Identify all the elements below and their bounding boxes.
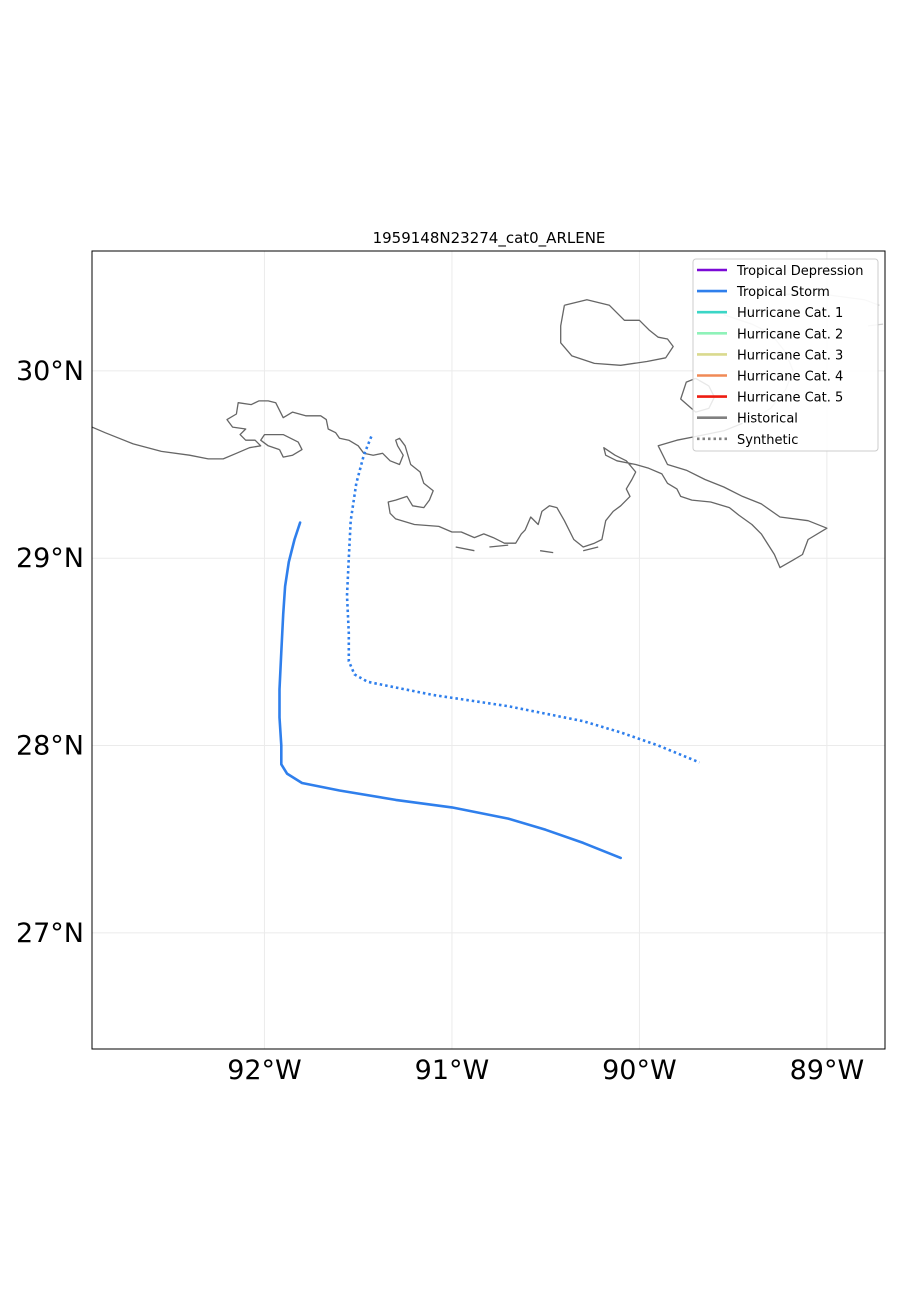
map-frame [91,250,886,1050]
legend-item-4: Hurricane Cat. 3 [697,348,843,363]
lon-tick-label-2: 90°W [602,1055,677,1086]
coast-segment-1 [260,433,303,458]
legend-item-2: Hurricane Cat. 1 [697,306,843,321]
legend-item-5: Hurricane Cat. 4 [697,370,843,385]
coast-segment-5 [583,546,599,552]
coast-segment-2 [560,299,674,366]
historical-track [278,521,622,860]
lon-tick-label-0: 92°W [227,1055,302,1086]
coastline [92,299,828,569]
lat-tick-label-0: 30°N [16,356,84,387]
axis-ticks: 92°W 91°W 90°W 89°W 30°N 29°N 28°N 27°N [16,356,864,1086]
coast-segment-0 [92,400,828,569]
synthetic-track [345,436,700,764]
coast-segment-7 [489,544,509,548]
legend-label-7: Historical [737,412,798,427]
legend-label-1: Tropical Storm [736,285,830,300]
legend-item-8: Synthetic [697,433,798,448]
legend-item-1: Tropical Storm [697,285,830,300]
legend: Tropical Depression Tropical Storm Hurrica… [692,258,879,452]
lat-tick-label-2: 28°N [16,731,84,762]
lat-tick-label-1: 29°N [16,543,84,574]
legend-label-4: Hurricane Cat. 3 [737,348,843,363]
legend-label-0: Tropical Depression [736,264,863,279]
legend-item-3: Hurricane Cat. 2 [697,327,843,342]
coast-segment-4 [540,550,554,554]
legend-box [692,258,879,452]
legend-label-3: Hurricane Cat. 2 [737,327,843,342]
legend-item-7: Historical [697,412,798,427]
lon-tick-label-1: 91°W [415,1055,490,1086]
lon-tick-label-3: 89°W [790,1055,865,1086]
legend-label-2: Hurricane Cat. 1 [737,306,843,321]
legend-label-6: Hurricane Cat. 5 [737,391,843,406]
legend-label-5: Hurricane Cat. 4 [737,370,843,385]
legend-item-6: Hurricane Cat. 5 [697,391,843,406]
storm-tracks [278,436,700,860]
legend-item-0: Tropical Depression [697,264,863,279]
coast-segment-6 [455,546,475,552]
lat-tick-label-3: 27°N [16,918,84,949]
map-title: 1959148N23274_cat0_ARLENE [373,229,606,248]
legend-label-8: Synthetic [737,433,798,448]
